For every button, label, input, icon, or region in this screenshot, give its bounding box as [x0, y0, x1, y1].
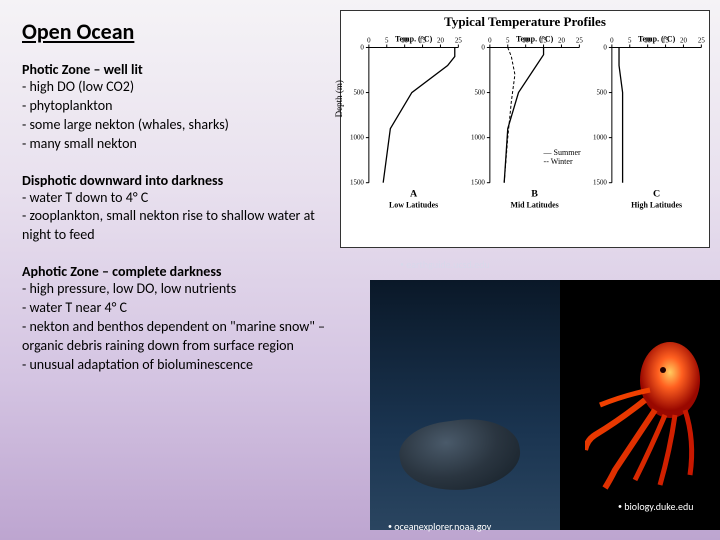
- chart-title: Typical Temperature Profiles: [341, 11, 709, 31]
- svg-text:Temp. (°C): Temp. (°C): [638, 35, 676, 44]
- svg-text:C: C: [653, 189, 660, 200]
- svg-text:0: 0: [603, 43, 607, 51]
- section-line: - unusual adaptation of bioluminescence: [22, 356, 330, 375]
- section-line: - water T down to 4° C: [22, 189, 330, 208]
- chart-panel-b: 0510152025Temp. (°C)050010001500BMid Lat…: [466, 33, 583, 229]
- chart-legend: — Summer-- Winter: [544, 148, 581, 167]
- svg-text:500: 500: [353, 89, 364, 97]
- credit-oceanexplorer: • oceanexplorer.noaa.gov: [388, 520, 491, 533]
- svg-text:500: 500: [596, 89, 607, 97]
- svg-text:0: 0: [488, 37, 492, 45]
- svg-text:25: 25: [698, 37, 705, 45]
- svg-text:20: 20: [437, 37, 444, 45]
- svg-text:25: 25: [455, 37, 462, 45]
- svg-text:Mid Latitudes: Mid Latitudes: [511, 201, 559, 210]
- svg-text:20: 20: [680, 37, 687, 45]
- svg-text:High Latitudes: High Latitudes: [631, 201, 682, 210]
- svg-text:1500: 1500: [350, 179, 364, 187]
- svg-text:5: 5: [628, 37, 632, 45]
- text-content: Photic Zone – well lit - high DO (low CO…: [0, 45, 330, 375]
- section-head: Aphotic Zone – complete darkness: [22, 263, 330, 280]
- svg-text:1000: 1000: [593, 134, 607, 142]
- octopus-icon: [585, 320, 715, 490]
- bioluminescent-creature-photo: [560, 280, 720, 530]
- section-line: - zooplankton, small nekton rise to shal…: [22, 207, 330, 245]
- svg-text:0: 0: [482, 43, 486, 51]
- section-photic: Photic Zone – well lit - high DO (low CO…: [22, 61, 330, 154]
- section-line: - water T near 4° C: [22, 299, 330, 318]
- svg-text:5: 5: [385, 37, 389, 45]
- section-line: - high pressure, low DO, low nutrients: [22, 280, 330, 299]
- chart-panel-c: 0510152025Temp. (°C)050010001500CHigh La…: [588, 33, 705, 229]
- svg-text:5: 5: [506, 37, 510, 45]
- rock-formation: [396, 412, 525, 498]
- svg-text:0: 0: [360, 43, 364, 51]
- svg-text:Temp. (°C): Temp. (°C): [516, 35, 554, 44]
- section-line: - many small nekton: [22, 135, 330, 154]
- svg-text:1500: 1500: [593, 179, 607, 187]
- section-head: Photic Zone – well lit: [22, 61, 330, 78]
- svg-text:25: 25: [576, 37, 583, 45]
- svg-text:1500: 1500: [471, 179, 485, 187]
- svg-text:20: 20: [558, 37, 565, 45]
- svg-text:500: 500: [475, 89, 486, 97]
- svg-text:1000: 1000: [350, 134, 364, 142]
- chart-ylabel: Depth (m): [334, 80, 344, 117]
- svg-text:1000: 1000: [471, 134, 485, 142]
- svg-text:Low Latitudes: Low Latitudes: [389, 201, 438, 210]
- section-line: - high DO (low CO2): [22, 78, 330, 97]
- section-line: - phytoplankton: [22, 97, 330, 116]
- svg-text:0: 0: [367, 37, 371, 45]
- credit-biology: • biology.duke.edu: [618, 500, 693, 513]
- deep-sea-photo: [370, 280, 560, 530]
- section-disphotic: Disphotic downward into darkness - water…: [22, 172, 330, 246]
- svg-text:A: A: [410, 189, 418, 200]
- section-aphotic: Aphotic Zone – complete darkness - high …: [22, 263, 330, 374]
- section-head: Disphotic downward into darkness: [22, 172, 330, 189]
- chart-panel-a: 0510152025Temp. (°C)050010001500ALow Lat…: [345, 33, 462, 229]
- credit-earthguide: • earthguide.ucsd.edu: [400, 258, 490, 271]
- section-line: - nekton and benthos dependent on "marin…: [22, 318, 330, 356]
- svg-text:Temp. (°C): Temp. (°C): [395, 35, 433, 44]
- section-line: - some large nekton (whales, sharks): [22, 116, 330, 135]
- temperature-profile-chart: Typical Temperature Profiles 0510152025T…: [340, 10, 710, 248]
- svg-text:0: 0: [610, 37, 614, 45]
- svg-text:B: B: [532, 189, 539, 200]
